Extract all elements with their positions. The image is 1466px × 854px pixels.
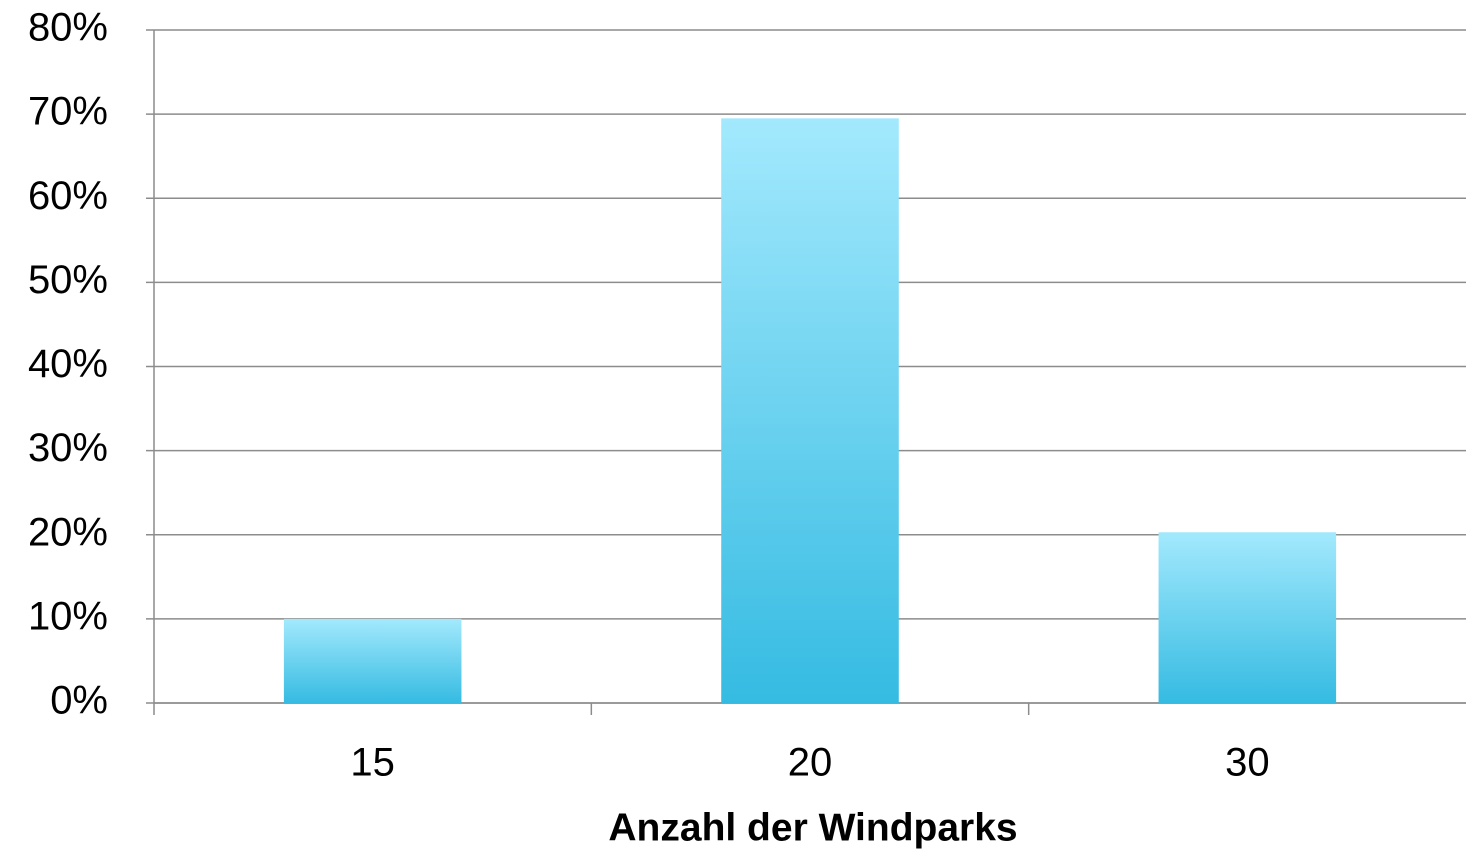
x-axis-title: Anzahl der Windparks [608,806,1017,849]
x-tick-label: 20 [788,741,833,785]
y-tick-label: 80% [28,6,108,50]
bar [283,618,462,703]
x-tick-label: 15 [350,741,395,785]
x-tick-label: 30 [1225,741,1270,785]
y-tick-label: 20% [28,510,108,554]
y-tick-label: 50% [28,258,108,302]
y-tick-label: 40% [28,342,108,386]
y-tick-label: 10% [28,594,108,638]
bar [721,118,899,704]
y-tick-label: 30% [28,426,108,470]
y-tick-label: 60% [28,174,108,218]
bar [1158,532,1337,703]
y-tick-label: 70% [28,90,108,134]
y-tick-label: 0% [50,679,108,723]
